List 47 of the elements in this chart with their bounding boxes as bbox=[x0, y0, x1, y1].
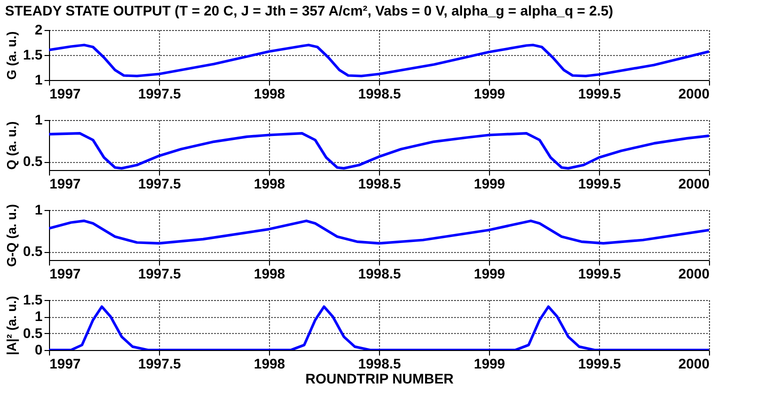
x-tick-label: 1999 bbox=[474, 86, 506, 102]
x-tick-label: 2000 bbox=[678, 176, 710, 192]
y-tick-label: 0.5 bbox=[23, 324, 43, 341]
x-tick-label: 1997 bbox=[50, 356, 81, 372]
x-tick-label: 2000 bbox=[678, 86, 710, 102]
line-series bbox=[49, 220, 709, 245]
x-tick-label: 1998.5 bbox=[358, 176, 402, 192]
y-tick-label: 2 bbox=[34, 22, 43, 38]
x-tick-label: 1997.5 bbox=[138, 356, 182, 372]
y-tick-label: 1 bbox=[34, 202, 43, 218]
x-tick-label: 1997.5 bbox=[138, 86, 182, 102]
chart-title: STEADY STATE OUTPUT (T = 20 C, J = Jth = 357 A/cm², Vabs = 0 V, alpha_g = alpha_q = 2.5) bbox=[5, 2, 614, 18]
y-axis-title: |A|² (a. u.) bbox=[4, 296, 20, 356]
y-tick-label: 1.5 bbox=[23, 292, 43, 308]
y-tick-label: 1.5 bbox=[23, 46, 43, 62]
x-tick-label: 1997 bbox=[50, 86, 81, 102]
x-tick-label: 1999 bbox=[474, 176, 506, 192]
x-tick-label: 1999 bbox=[474, 266, 506, 282]
x-tick-label: 1997.5 bbox=[138, 176, 182, 192]
x-tick-label: 1998.5 bbox=[358, 356, 402, 372]
y-tick-label: 0.5 bbox=[23, 153, 43, 170]
x-tick-label: 2000 bbox=[678, 356, 710, 372]
x-tick-label: 1998.5 bbox=[358, 266, 402, 282]
y-tick-label: 1 bbox=[34, 112, 43, 128]
x-tick-label: 1998.5 bbox=[358, 86, 402, 102]
x-tick-label: 1999.5 bbox=[578, 356, 622, 372]
y-axis-title: Q (a. u.) bbox=[4, 121, 20, 170]
x-tick-label: 1998 bbox=[254, 266, 286, 282]
line-series bbox=[49, 44, 709, 78]
y-tick-label: 0.5 bbox=[23, 243, 43, 260]
x-tick-label: 1998 bbox=[254, 86, 286, 102]
y-tick-label: 0 bbox=[34, 342, 43, 358]
x-tick-label: 1999 bbox=[474, 356, 506, 372]
x-tick-label: 2000 bbox=[678, 266, 710, 282]
x-tick-label: 1999.5 bbox=[578, 266, 622, 282]
x-tick-label: 1999.5 bbox=[578, 176, 622, 192]
y-axis-title: G (a. u.) bbox=[4, 31, 20, 80]
x-tick-label: 1998 bbox=[254, 356, 286, 372]
y-tick-label: 1 bbox=[34, 72, 43, 88]
x-tick-label: 1997 bbox=[50, 266, 81, 282]
x-tick-label: 1998 bbox=[254, 176, 286, 192]
x-tick-label: 1997.5 bbox=[138, 266, 182, 282]
x-axis-title: ROUNDTRIP NUMBER bbox=[305, 370, 454, 386]
x-tick-label: 1997 bbox=[50, 176, 81, 192]
y-axis-title: G-Q (a. u.) bbox=[4, 204, 20, 267]
y-tick-label: 1 bbox=[34, 308, 43, 324]
x-tick-label: 1999.5 bbox=[578, 86, 622, 102]
